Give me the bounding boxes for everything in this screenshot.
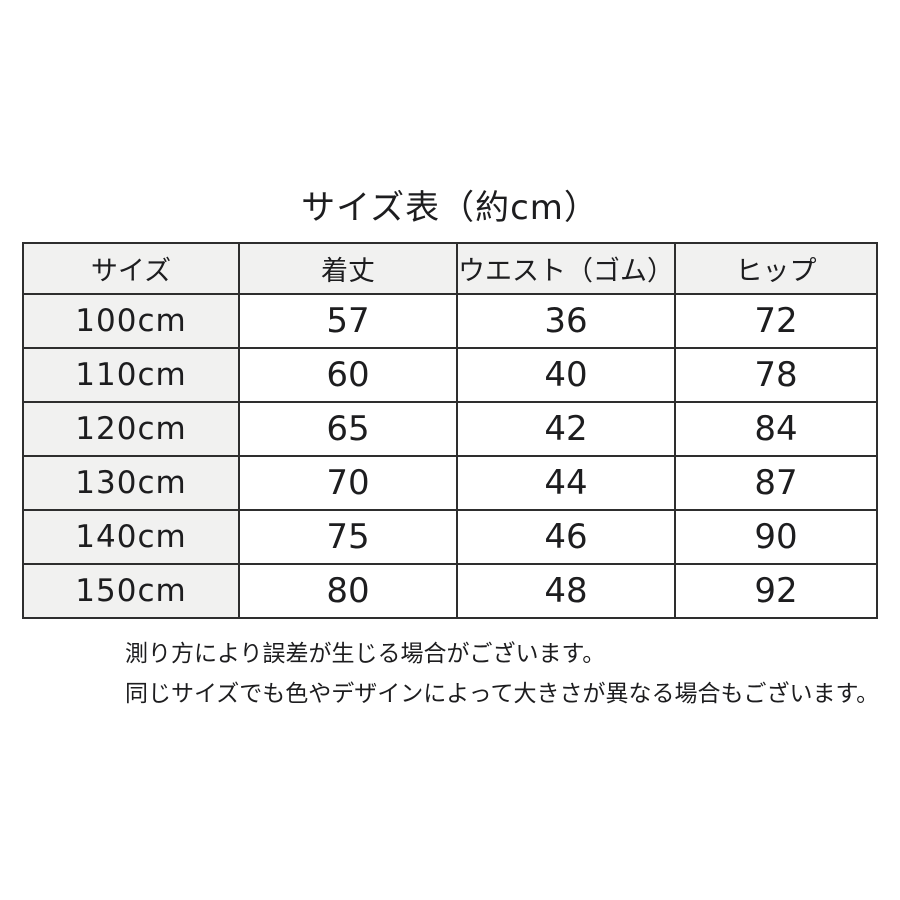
column-header-length: 着丈 bbox=[238, 242, 458, 295]
note-size-variation: 同じサイズでも色やデザインによって大きさが異なる場合もございます。 bbox=[125, 681, 880, 707]
size-cell: 120cm bbox=[22, 401, 240, 457]
page-title: サイズ表（約cm） bbox=[301, 188, 599, 228]
hip-cell: 92 bbox=[674, 563, 878, 619]
length-cell: 65 bbox=[238, 401, 458, 457]
waist-cell: 44 bbox=[456, 455, 676, 511]
length-cell: 60 bbox=[238, 347, 458, 403]
hip-cell: 72 bbox=[674, 293, 878, 349]
header-row: サイズ 着丈 ウエスト（ゴム） ヒップ bbox=[22, 242, 878, 295]
notes: 測り方により誤差が生じる場合がございます。 同じサイズでも色やデザインによって大… bbox=[125, 640, 900, 708]
table-row: 150cm 80 48 92 bbox=[22, 563, 878, 619]
size-table: サイズ 着丈 ウエスト（ゴム） ヒップ 100cm 57 36 72 110cm… bbox=[22, 242, 878, 619]
size-cell: 150cm bbox=[22, 563, 240, 619]
size-cell: 140cm bbox=[22, 509, 240, 565]
length-cell: 57 bbox=[238, 293, 458, 349]
size-cell: 110cm bbox=[22, 347, 240, 403]
table-row: 120cm 65 42 84 bbox=[22, 401, 878, 457]
waist-cell: 48 bbox=[456, 563, 676, 619]
hip-cell: 87 bbox=[674, 455, 878, 511]
table-row: 130cm 70 44 87 bbox=[22, 455, 878, 511]
column-header-hip: ヒップ bbox=[674, 242, 878, 295]
hip-cell: 84 bbox=[674, 401, 878, 457]
waist-cell: 46 bbox=[456, 509, 676, 565]
table-row: 140cm 75 46 90 bbox=[22, 509, 878, 565]
hip-cell: 78 bbox=[674, 347, 878, 403]
note-measurement-tolerance: 測り方により誤差が生じる場合がございます。 bbox=[125, 641, 606, 667]
waist-cell: 42 bbox=[456, 401, 676, 457]
column-header-size: サイズ bbox=[22, 242, 240, 295]
length-cell: 70 bbox=[238, 455, 458, 511]
length-cell: 75 bbox=[238, 509, 458, 565]
waist-cell: 36 bbox=[456, 293, 676, 349]
table-row: 100cm 57 36 72 bbox=[22, 293, 878, 349]
column-header-waist: ウエスト（ゴム） bbox=[456, 242, 676, 295]
size-cell: 100cm bbox=[22, 293, 240, 349]
length-cell: 80 bbox=[238, 563, 458, 619]
size-cell: 130cm bbox=[22, 455, 240, 511]
hip-cell: 90 bbox=[674, 509, 878, 565]
waist-cell: 40 bbox=[456, 347, 676, 403]
table-row: 110cm 60 40 78 bbox=[22, 347, 878, 403]
